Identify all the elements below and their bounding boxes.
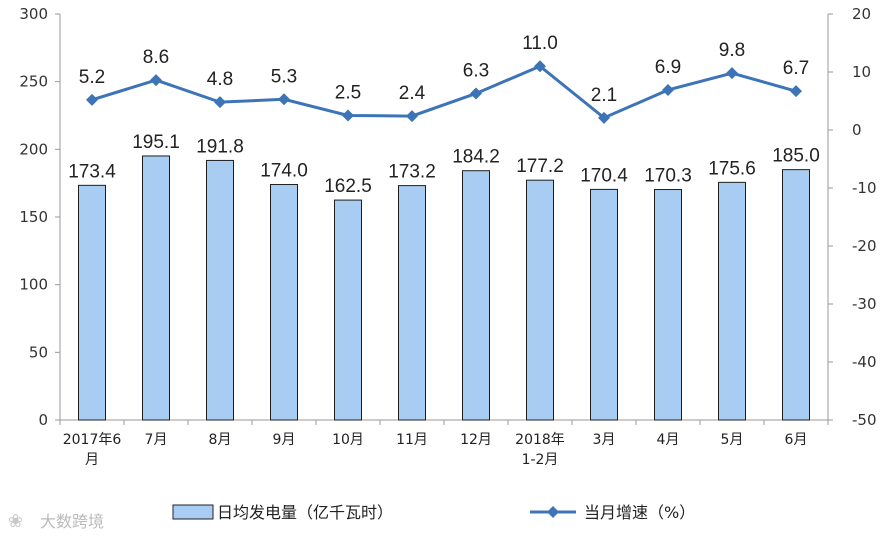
bar — [398, 185, 426, 421]
bar-value-label: 185.0 — [772, 146, 820, 167]
right-axis-ticks: 20 10 0 -10 -20 -30 -40 -50 — [828, 5, 877, 429]
x-tick-label: 1-2月 — [522, 452, 559, 468]
bar — [206, 159, 234, 421]
line-point — [278, 93, 290, 106]
line-point — [662, 83, 674, 96]
bar-value-label: 170.4 — [580, 165, 628, 186]
bar — [462, 170, 490, 421]
line-value-label: 8.6 — [143, 47, 169, 68]
right-tick-label: -20 — [852, 237, 877, 255]
x-axis-labels: 2017年6 月 7月 8月 9月 10月 11月 12月 2018年 1-2月 3月 4月 5月 6月 — [59, 420, 829, 468]
bar-value-label: 184.2 — [452, 147, 500, 168]
bar — [334, 199, 362, 421]
line-value-label: 6.7 — [783, 58, 809, 79]
bar — [526, 179, 554, 421]
bar — [590, 188, 618, 421]
x-tick-label: 4月 — [657, 432, 680, 448]
legend-line-label: 当月增速（%） — [584, 503, 695, 522]
bar-value-label: 191.8 — [196, 136, 244, 157]
x-tick-label: 2018年 — [515, 432, 565, 448]
bar — [142, 155, 170, 421]
x-tick-label: 月 — [85, 452, 99, 468]
bar-value-label: 162.5 — [324, 176, 372, 197]
bar — [782, 169, 810, 421]
line-point — [342, 109, 354, 122]
line-series: 5.2 8.6 4.8 5.3 2.5 2.4 6.3 11.0 2.1 6.9 9.8 6.7 — [79, 33, 809, 124]
right-tick-label: -30 — [852, 295, 877, 313]
line-value-label: 2.1 — [591, 85, 617, 106]
bar-value-label: 195.1 — [132, 132, 180, 153]
legend: 日均发电量（亿千瓦时） 当月增速（%） — [172, 503, 695, 522]
x-tick-label: 3月 — [593, 432, 616, 448]
growth-line — [91, 64, 797, 120]
watermark-logo-icon: ❀ — [8, 511, 23, 532]
x-tick-label: 10月 — [332, 432, 364, 448]
x-tick-label: 8月 — [209, 432, 232, 448]
watermark-text: 大数跨境 — [40, 512, 104, 531]
right-tick-label: 20 — [852, 5, 871, 23]
legend-bar-label: 日均发电量（亿千瓦时） — [217, 503, 393, 522]
bar-value-label: 174.0 — [260, 161, 308, 182]
right-tick-label: -50 — [852, 411, 877, 429]
line-point — [150, 74, 162, 87]
bar — [654, 189, 682, 421]
bar-value-label: 173.4 — [68, 161, 116, 182]
left-tick-label: 200 — [19, 140, 48, 158]
line-value-label: 5.3 — [271, 66, 297, 87]
bar — [718, 181, 746, 421]
left-tick-label: 250 — [19, 73, 48, 91]
left-tick-label: 50 — [29, 343, 48, 361]
bar — [270, 184, 298, 421]
line-value-label: 5.2 — [79, 67, 105, 88]
line-point — [598, 111, 610, 124]
left-tick-label: 100 — [19, 276, 48, 294]
x-tick-label: 9月 — [273, 432, 296, 448]
x-tick-label: 5月 — [721, 432, 744, 448]
line-point — [726, 67, 738, 80]
bar-value-label: 177.2 — [516, 156, 564, 177]
x-tick-label: 2017年6 — [63, 432, 122, 448]
line-value-label: 6.9 — [655, 57, 681, 78]
line-point — [86, 93, 98, 106]
line-point — [470, 87, 482, 100]
left-tick-label: 300 — [19, 5, 48, 23]
legend-line-marker — [547, 506, 559, 518]
bar-value-label: 173.2 — [388, 162, 436, 183]
x-tick-label: 6月 — [785, 432, 808, 448]
line-point — [406, 110, 418, 123]
right-tick-label: 0 — [852, 121, 862, 139]
bar-value-label: 175.6 — [708, 158, 756, 179]
line-value-label: 9.8 — [719, 40, 745, 61]
left-axis-ticks: 0 50 100 150 200 250 300 — [19, 5, 60, 429]
line-value-label: 6.3 — [463, 60, 489, 81]
legend-bar-swatch — [172, 504, 214, 520]
left-tick-label: 150 — [19, 208, 48, 226]
line-point — [790, 85, 802, 98]
watermark: ❀ 大数跨境 — [8, 511, 104, 532]
bar-value-label: 170.3 — [644, 166, 692, 187]
line-value-label: 2.4 — [399, 83, 426, 104]
bar — [78, 184, 106, 421]
left-tick-label: 0 — [38, 411, 48, 429]
right-tick-label: -10 — [852, 179, 877, 197]
line-value-label: 11.0 — [522, 33, 558, 54]
line-value-label: 4.8 — [207, 69, 233, 90]
line-point — [214, 96, 226, 109]
right-tick-label: -40 — [852, 353, 877, 371]
x-tick-label: 11月 — [396, 432, 428, 448]
bar-series: 173.4 195.1 191.8 174.0 162.5 173.2 184.2 177.2… — [68, 132, 820, 421]
line-point — [534, 60, 546, 73]
line-value-label: 2.5 — [335, 83, 361, 104]
x-tick-label: 7月 — [145, 432, 168, 448]
right-tick-label: 10 — [852, 63, 871, 81]
x-tick-label: 12月 — [460, 432, 492, 448]
